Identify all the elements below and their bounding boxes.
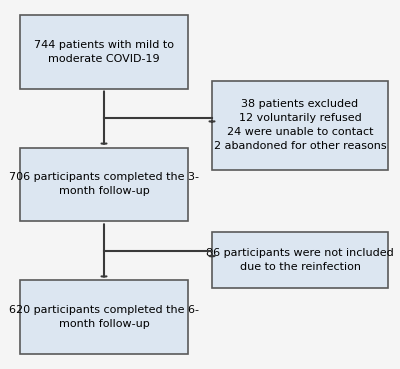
FancyBboxPatch shape bbox=[20, 15, 188, 89]
Text: 38 patients excluded
12 voluntarily refused
24 were unable to contact
2 abandone: 38 patients excluded 12 voluntarily refu… bbox=[214, 100, 386, 151]
Text: 706 participants completed the 3-
month follow-up: 706 participants completed the 3- month … bbox=[9, 172, 199, 197]
Text: 86 participants were not included
due to the reinfection: 86 participants were not included due to… bbox=[206, 248, 394, 272]
FancyBboxPatch shape bbox=[20, 280, 188, 354]
FancyBboxPatch shape bbox=[212, 81, 388, 170]
Text: 620 participants completed the 6-
month follow-up: 620 participants completed the 6- month … bbox=[9, 305, 199, 330]
FancyBboxPatch shape bbox=[20, 148, 188, 221]
Text: 744 patients with mild to
moderate COVID-19: 744 patients with mild to moderate COVID… bbox=[34, 39, 174, 64]
FancyBboxPatch shape bbox=[212, 232, 388, 288]
